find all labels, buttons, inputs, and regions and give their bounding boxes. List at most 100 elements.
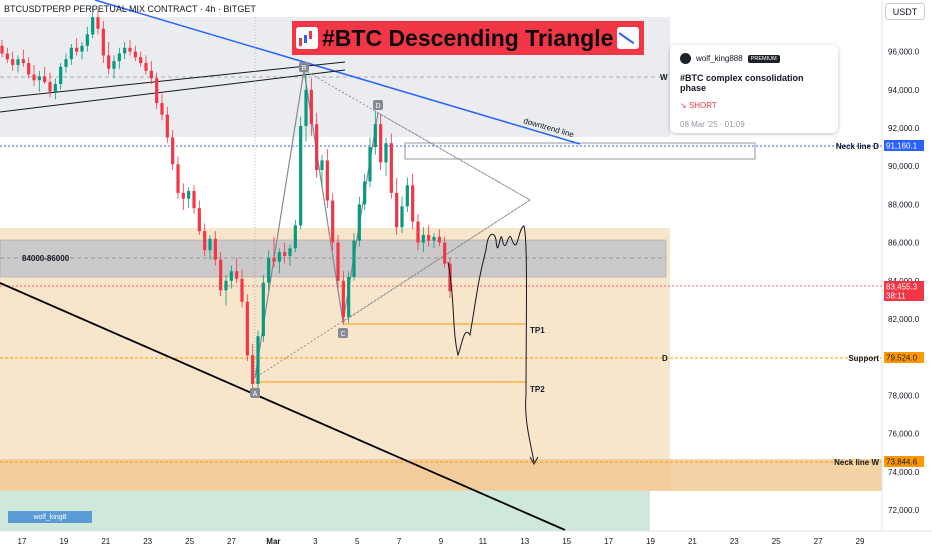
candle-body (389, 143, 393, 193)
support-price-tag (884, 352, 924, 363)
price-tick-label: 82,000.0 (888, 315, 920, 324)
candle-body (101, 28, 105, 56)
candle-body (277, 252, 281, 262)
candle-body (325, 160, 329, 201)
candle-body (432, 236, 436, 241)
time-tick-label: 9 (439, 537, 444, 546)
time-tick-label: 21 (101, 537, 110, 546)
channel-line-upper[interactable] (0, 61, 346, 99)
price-tick-label: 74,000.0 (888, 468, 920, 477)
tp2-label: TP2 (530, 385, 545, 394)
candle-body (283, 252, 287, 256)
candle-body (352, 240, 356, 277)
price-tick-label: 88,000.0 (888, 200, 920, 209)
candle-body (363, 181, 367, 205)
candle-body (0, 45, 4, 54)
time-axis-bg[interactable] (0, 531, 932, 550)
candle-body (5, 53, 9, 60)
candle-body (315, 124, 319, 170)
candle-body (53, 84, 57, 92)
candle-body (69, 47, 73, 60)
forecast-path[interactable] (447, 225, 535, 463)
neck-line-d-label: Neck line D (836, 142, 879, 151)
candle-body (80, 45, 84, 52)
candle-body (336, 242, 340, 281)
candle-body (379, 124, 383, 163)
pattern-point-d-label: D (375, 103, 380, 110)
bottom-green-zone (0, 491, 650, 531)
banner-title: #BTC Descending Triangle (322, 24, 614, 51)
candle-body (395, 192, 399, 228)
candle-body (224, 280, 228, 291)
price-tick-label: 96,000.0 (888, 48, 920, 57)
candle-body (139, 57, 143, 64)
candle-body (192, 191, 196, 209)
author-avatar[interactable] (680, 53, 691, 64)
price-tick-label: 94,000.0 (888, 86, 920, 95)
downtrend-line[interactable] (94, 0, 581, 145)
candle-body (235, 271, 239, 279)
neck-line-w-label: Neck line W (834, 458, 879, 467)
price-axis-bg[interactable] (882, 0, 932, 531)
time-tick-label: 11 (479, 537, 488, 546)
candle-body (197, 208, 201, 232)
neck-line-d-box (404, 142, 756, 160)
price-tick-label: 78,000.0 (888, 391, 920, 400)
candle-body (59, 66, 63, 85)
candle-body (443, 242, 447, 264)
candle-body (213, 238, 217, 260)
candle-body (203, 231, 207, 251)
candle-body (309, 89, 313, 125)
neck-line-w-price-tag (884, 456, 924, 467)
candle-body (347, 276, 351, 318)
time-tick-label: 23 (143, 537, 152, 546)
triangle-pattern[interactable] (254, 69, 531, 379)
time-tick-label: 27 (227, 537, 236, 546)
pattern-points: A B C D (250, 62, 383, 398)
price-tick-label: 90,000.0 (888, 162, 920, 171)
candle-body (229, 271, 233, 281)
idea-date: 08 Mar '25 · 01:09 (680, 120, 745, 129)
support-price-text: 79,524.0 (886, 354, 918, 363)
channel-line-lower[interactable] (0, 69, 346, 113)
candle-body (288, 248, 292, 256)
candle-body (405, 185, 409, 207)
candle-body (272, 257, 276, 262)
candle-body (107, 55, 111, 69)
candle-body (64, 59, 68, 67)
time-tick-label: 23 (730, 537, 739, 546)
candle-body (304, 89, 308, 127)
candle-body (128, 47, 132, 52)
candle-body (320, 160, 324, 170)
candle-body (133, 51, 137, 58)
candle-body (331, 200, 335, 243)
symbol-title[interactable]: BTCUSDTPERP PERPETUAL MIX CONTRACT · 4h … (4, 4, 256, 14)
candle-body (48, 82, 52, 92)
idea-title[interactable]: #BTC complex consolidation phase (680, 73, 804, 93)
candle-body (11, 59, 15, 65)
candle-body (160, 103, 164, 115)
long-support-line[interactable] (0, 282, 566, 531)
candles-layer (0, 5, 452, 390)
candle-body (411, 185, 415, 222)
support-label: Support (848, 354, 879, 363)
candle-body (165, 114, 169, 138)
currency-button[interactable]: USDT (885, 3, 925, 20)
neck-line-d-price-tag (884, 140, 924, 151)
candle-body (91, 17, 95, 35)
short-direction: ↘ SHORT (680, 101, 828, 110)
candle-body (144, 63, 148, 71)
range-zone-label: 84000-86000 (22, 254, 70, 263)
author-name[interactable]: wolf_king888 (696, 54, 743, 63)
time-tick-label: 7 (397, 537, 402, 546)
time-tick-label: 3 (313, 537, 318, 546)
time-tick-label: 13 (520, 537, 529, 546)
chart-decreasing-icon (617, 27, 640, 49)
pattern-point-c-label: C (340, 331, 345, 338)
candle-body (27, 63, 31, 75)
candle-body (21, 59, 25, 64)
candle-body (85, 34, 89, 46)
idea-card[interactable]: wolf_king888 PREMIUM #BTC complex consol… (670, 45, 838, 133)
candle-body (437, 236, 441, 243)
